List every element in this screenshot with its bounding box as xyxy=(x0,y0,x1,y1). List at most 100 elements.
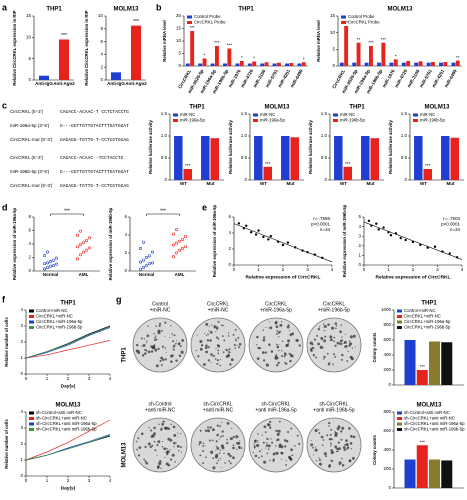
colony xyxy=(274,356,278,360)
bar xyxy=(441,460,453,488)
colony xyxy=(146,340,148,342)
y-axis-title: Colony counts xyxy=(372,332,377,362)
colony xyxy=(336,450,338,453)
legend-swatch xyxy=(187,15,192,19)
colony xyxy=(344,344,348,348)
colony xyxy=(318,457,320,459)
bar xyxy=(185,63,190,66)
colony xyxy=(232,333,235,336)
point xyxy=(183,245,187,249)
colony xyxy=(277,361,280,365)
legend-swatch xyxy=(29,417,34,420)
significance: *** xyxy=(227,43,233,48)
colony xyxy=(207,426,210,429)
colony xyxy=(232,456,235,460)
y-tick-label: 4 xyxy=(20,307,23,312)
colony xyxy=(237,441,241,445)
colony xyxy=(323,358,325,360)
legend-label: CircCRKL Probe xyxy=(348,20,380,25)
significance: *** xyxy=(345,161,351,166)
colony xyxy=(283,439,287,442)
colony xyxy=(172,425,176,429)
condition-label: sh-CircCRKL xyxy=(319,401,348,407)
colony xyxy=(256,344,258,346)
colony xyxy=(145,349,148,352)
colony xyxy=(338,463,341,466)
colony xyxy=(178,343,181,345)
colony xyxy=(154,348,158,352)
colony xyxy=(229,454,232,458)
condition-label: Control xyxy=(152,301,168,307)
chart-title: THP1 xyxy=(238,7,254,13)
legend-label: CircCRKL+miR-NC xyxy=(404,314,441,319)
colony xyxy=(219,364,222,367)
colony xyxy=(346,360,349,362)
colony xyxy=(179,355,182,357)
sequence-name: miR-196b-5p (3'-5') xyxy=(10,169,50,174)
y-tick-label: 0.5 xyxy=(401,155,408,160)
colony xyxy=(330,459,334,463)
colony xyxy=(148,426,150,429)
y-tick-label: 5 xyxy=(332,47,335,52)
colony xyxy=(208,439,211,442)
bar xyxy=(239,61,244,66)
colony xyxy=(212,457,214,460)
colony xyxy=(351,456,355,460)
bar xyxy=(289,63,294,66)
sequence-name: miR-196a-5p (3'-5') xyxy=(10,123,50,128)
bar xyxy=(426,62,431,66)
colony xyxy=(179,345,182,348)
x-tick-label: WT xyxy=(260,181,267,186)
colony xyxy=(323,323,325,325)
chart-title: THP1 xyxy=(60,301,76,307)
colony xyxy=(207,346,210,349)
colony xyxy=(217,352,220,355)
colony xyxy=(198,443,200,446)
condition-label: +miR-NC xyxy=(208,307,229,313)
colony xyxy=(348,340,351,342)
colony xyxy=(269,420,272,423)
y-tick-label: 800 xyxy=(383,409,391,414)
sequence: CAGACC-ACAAC--TCCTACCTG xyxy=(60,155,124,161)
colony xyxy=(316,334,319,337)
x-tick-label: WT xyxy=(340,181,347,186)
point xyxy=(46,266,50,270)
colony xyxy=(287,430,290,434)
colony xyxy=(151,434,155,438)
colony xyxy=(343,448,346,452)
colony xyxy=(256,335,259,339)
panel-label: d xyxy=(2,202,8,212)
colony xyxy=(276,432,280,436)
colony xyxy=(260,455,263,458)
point xyxy=(254,233,258,236)
colony xyxy=(232,435,235,439)
colony xyxy=(312,446,314,449)
colony xyxy=(285,362,288,365)
colony xyxy=(341,457,343,460)
bar xyxy=(370,138,380,180)
legend-label: miR-NC xyxy=(260,112,275,117)
colony xyxy=(227,353,230,355)
colony xyxy=(261,434,263,436)
significance: *** xyxy=(265,161,271,166)
x-tick-label: 4 xyxy=(331,267,334,272)
point xyxy=(139,267,143,271)
bar xyxy=(404,459,416,488)
condition-label: +anti miR-NC xyxy=(145,407,176,413)
colony xyxy=(216,362,219,365)
y-axis-title: Relative luciferase activity xyxy=(148,120,153,174)
x-axis-title: Day(s) xyxy=(61,383,76,389)
condition-label: CircCRKL xyxy=(323,301,345,307)
colony xyxy=(145,461,149,465)
colony xyxy=(180,446,182,449)
colony xyxy=(140,337,143,340)
colony xyxy=(332,353,336,356)
colony xyxy=(315,446,317,448)
colony xyxy=(195,349,197,352)
colony xyxy=(207,359,210,362)
y-axis-title: Relative expression of miR-196b-5p xyxy=(108,207,113,280)
colony xyxy=(202,442,205,445)
colony xyxy=(216,433,219,437)
colony xyxy=(215,440,218,443)
legend-label: sh-CircCRKL+anti miR-NC xyxy=(404,416,455,421)
